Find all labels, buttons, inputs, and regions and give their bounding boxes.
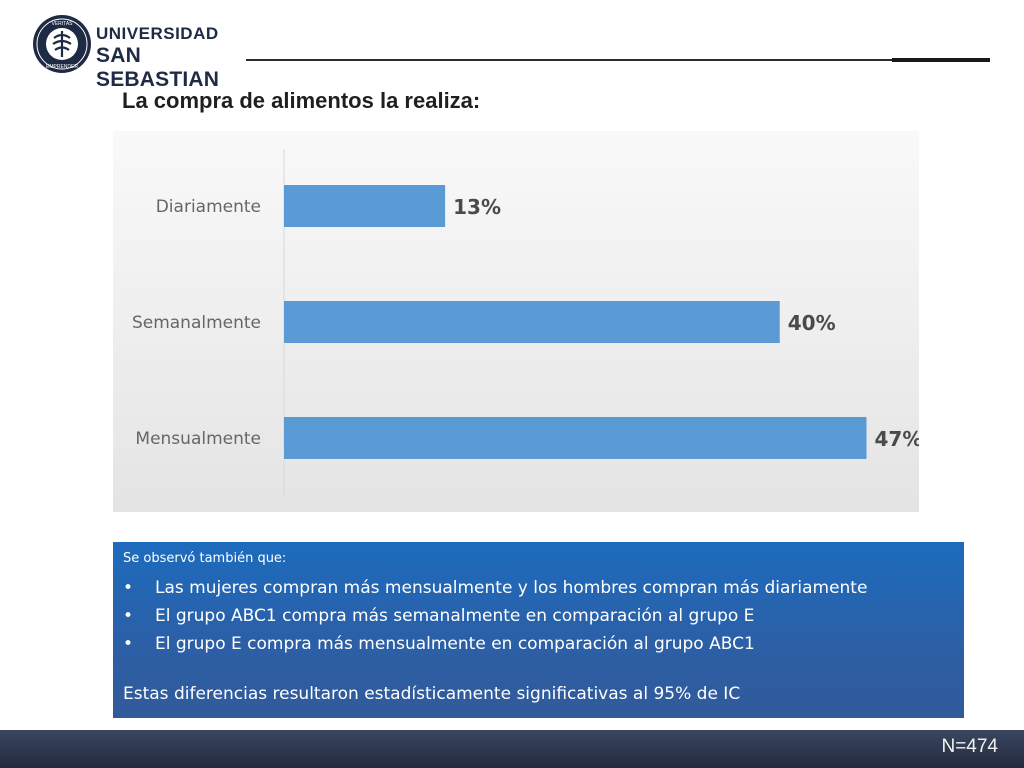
- bar: [284, 185, 446, 227]
- logo-text-san-sebastian: SAN SEBASTIAN: [96, 44, 220, 91]
- findings-item: • El grupo ABC1 compra más semanalmente e…: [123, 602, 867, 630]
- header-divider-accent: [892, 58, 990, 62]
- findings-list: • Las mujeres compran más mensualmente y …: [123, 574, 867, 658]
- findings-intro: Se observó también que:: [123, 551, 287, 566]
- sample-size-label: N=474: [941, 736, 998, 757]
- findings-item-text: El grupo ABC1 compra más semanalmente en…: [155, 606, 755, 626]
- findings-item-text: El grupo E compra más mensualmente en co…: [155, 634, 755, 654]
- bar-chart: Diariamente 13% Semanalmente 40% Mensualment…: [132, 149, 920, 496]
- university-seal-icon: VERITAS EMPRENDER: [33, 15, 91, 73]
- findings-conclusion: Estas diferencias resultaron estadística…: [123, 684, 741, 704]
- seal-text-bottom: EMPRENDER: [46, 64, 78, 70]
- category-label: Semanalmente: [132, 313, 261, 333]
- bullet-icon: •: [123, 606, 134, 626]
- bar: [284, 417, 867, 459]
- bar-value-label: 47%: [875, 427, 920, 451]
- chart-panel: Diariamente 13% Semanalmente 40% Mensualment…: [113, 131, 919, 512]
- bar-value-label: 13%: [453, 195, 501, 219]
- slide-title: La compra de alimentos la realiza:: [122, 88, 481, 113]
- findings-item: • El grupo E compra más mensualmente en c…: [123, 630, 867, 658]
- logo-text-universidad: UNIVERSIDAD: [96, 24, 219, 43]
- seal-text-top: VERITAS: [51, 21, 73, 27]
- footer-band: N=474: [0, 730, 1024, 768]
- findings-box: Se observó también que: • Las mujeres com…: [113, 542, 964, 718]
- bullet-icon: •: [123, 578, 134, 598]
- findings-item-text: Las mujeres compran más mensualmente y l…: [155, 578, 868, 598]
- bullet-icon: •: [123, 634, 134, 654]
- header-divider: [246, 59, 990, 61]
- bar-value-label: 40%: [788, 311, 836, 335]
- findings-item: • Las mujeres compran más mensualmente y …: [123, 574, 867, 602]
- university-logo: VERITAS EMPRENDER UNIVERSIDAD SAN SEBAST…: [32, 14, 242, 91]
- category-label: Mensualmente: [135, 429, 261, 449]
- bar: [284, 301, 780, 343]
- category-label: Diariamente: [156, 197, 261, 217]
